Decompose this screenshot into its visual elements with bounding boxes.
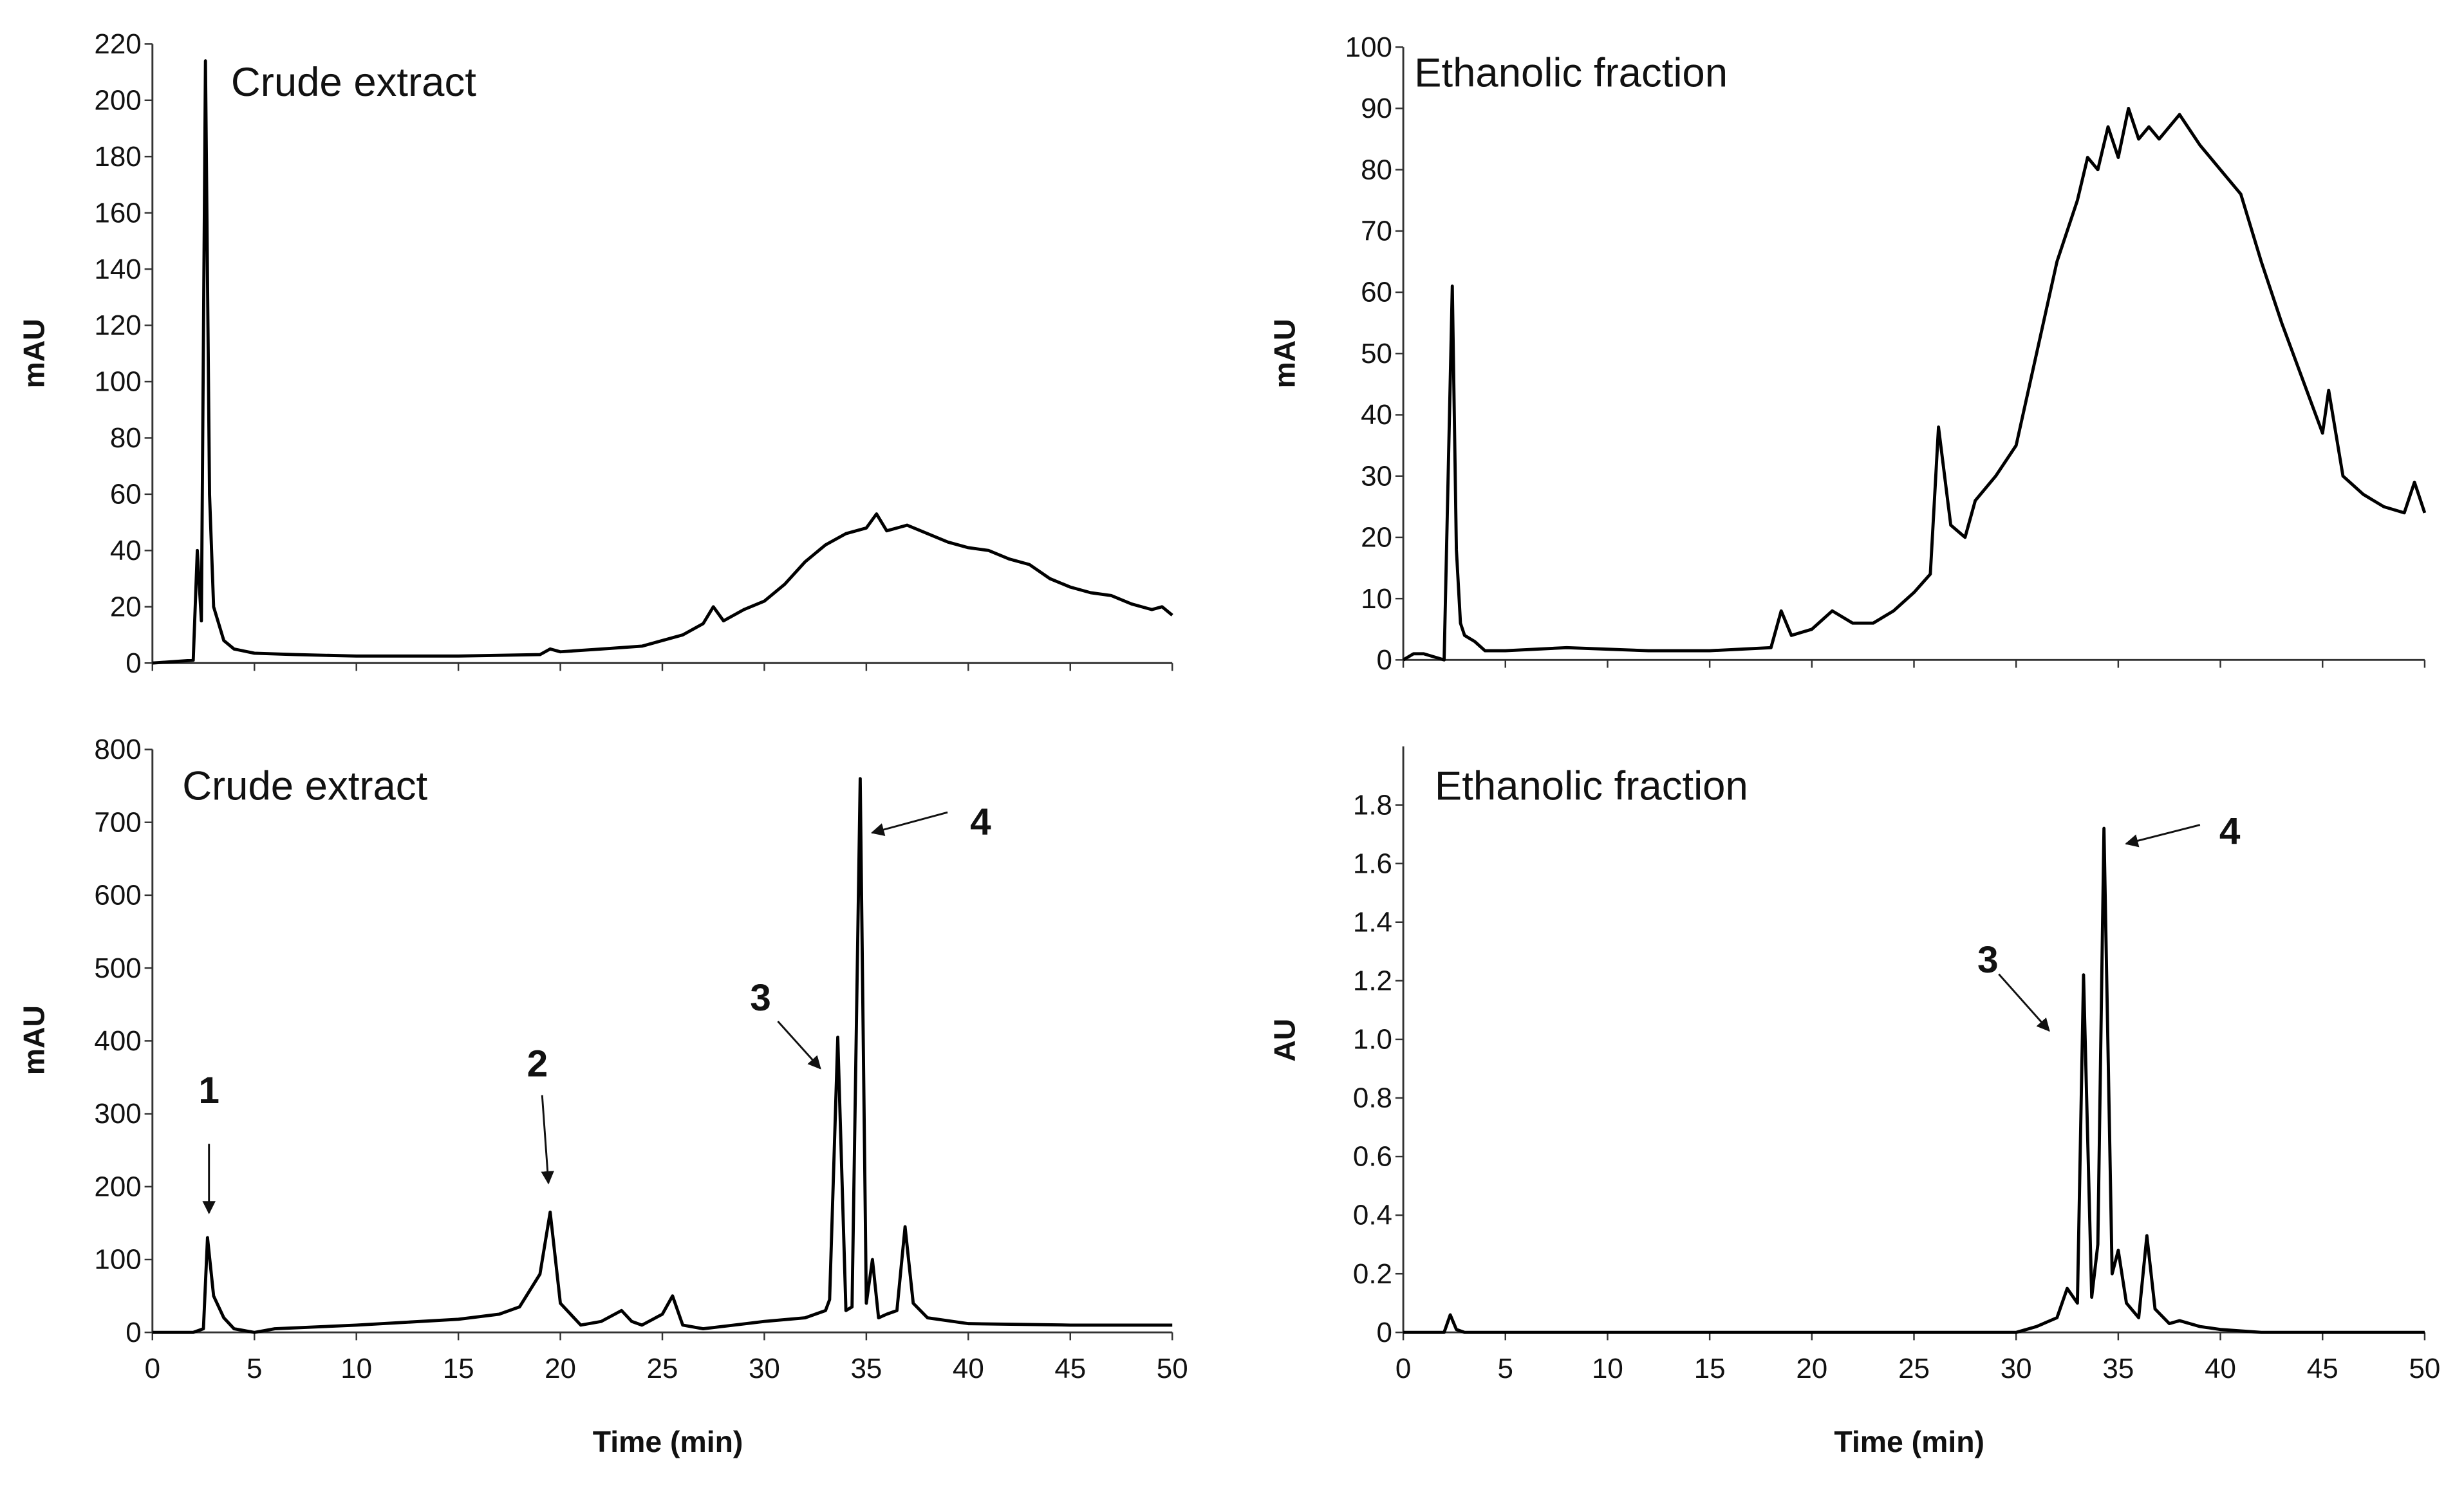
y-tick-label: 1.6 (1353, 848, 1392, 879)
y-tick-label: 200 (94, 1171, 141, 1202)
x-tick-label: 5 (1498, 1353, 1513, 1384)
y-tick-label: 120 (94, 310, 141, 341)
y-tick-label: 160 (94, 197, 141, 228)
peak-arrow (777, 1020, 821, 1070)
x-tick-label: 15 (1694, 1353, 1726, 1384)
chart-title: Ethanolic fraction (1435, 764, 1748, 809)
y-tick-label: 100 (94, 366, 141, 398)
y-tick-label: 70 (1361, 216, 1392, 247)
y-tick-label: 1.4 (1353, 906, 1392, 938)
x-axis-label: Time (min) (593, 1425, 743, 1458)
y-tick-label: 180 (94, 141, 141, 172)
x-tick-label: 30 (2001, 1353, 2032, 1384)
chromatogram-line (1403, 826, 2425, 1334)
chart-title: Crude extract (182, 764, 427, 809)
y-tick-label: 100 (94, 1244, 141, 1276)
y-tick-label: 20 (1361, 522, 1392, 553)
x-tick-label: 0 (1395, 1353, 1411, 1384)
y-tick-label: 800 (94, 734, 141, 765)
y-tick-label: 1.0 (1353, 1024, 1392, 1056)
y-tick-label: 20 (110, 591, 142, 622)
x-tick-label: 20 (545, 1353, 576, 1384)
chart-title: Ethanolic fraction (1414, 50, 1728, 95)
y-tick-label: 0.8 (1353, 1083, 1392, 1114)
chromatogram-line (152, 777, 1173, 1334)
x-tick-label: 5 (247, 1353, 262, 1384)
peak-label: 3 (1977, 939, 1999, 981)
x-axis-label: Time (min) (1834, 1425, 1984, 1458)
y-tick-label: 700 (94, 806, 141, 838)
peak-arrow (1998, 973, 2050, 1032)
x-tick-label: 40 (953, 1353, 984, 1384)
y-tick-label: 140 (94, 254, 141, 285)
x-tick-label: 10 (341, 1353, 372, 1384)
x-tick-label: 30 (749, 1353, 780, 1384)
x-tick-label: 35 (2102, 1353, 2134, 1384)
peak-label: 4 (970, 801, 991, 842)
y-tick-label: 400 (94, 1025, 141, 1057)
y-axis-label: AU (1268, 1019, 1302, 1062)
y-axis-label: mAU (1268, 319, 1302, 388)
peak-arrow (2125, 824, 2201, 848)
peak-label: 3 (750, 977, 771, 1019)
y-tick-label: 40 (1361, 399, 1392, 431)
y-tick-label: 0 (126, 1317, 141, 1348)
x-tick-label: 20 (1796, 1353, 1827, 1384)
y-tick-label: 90 (1361, 93, 1392, 124)
x-tick-label: 35 (850, 1353, 882, 1384)
x-tick-label: 25 (1898, 1353, 1930, 1384)
y-tick-label: 0.2 (1353, 1258, 1392, 1290)
y-tick-label: 50 (1361, 338, 1392, 369)
y-tick-label: 40 (110, 535, 142, 566)
chromatogram-line (152, 59, 1173, 665)
chromatogram-line (1402, 107, 2427, 662)
y-tick-label: 1.8 (1353, 789, 1392, 821)
y-tick-label: 0.6 (1353, 1141, 1392, 1173)
y-tick-label: 200 (94, 84, 141, 116)
y-tick-label: 500 (94, 953, 141, 984)
peak-label: 1 (198, 1070, 219, 1111)
peak-arrow (541, 1095, 554, 1185)
y-tick-label: 0 (1377, 644, 1392, 676)
x-tick-label: 45 (2307, 1353, 2338, 1384)
y-tick-label: 30 (1361, 460, 1392, 492)
y-tick-label: 80 (1361, 154, 1392, 185)
peak-label: 2 (527, 1043, 548, 1084)
peak-arrow (870, 811, 948, 836)
x-tick-label: 50 (1157, 1353, 1188, 1384)
y-tick-label: 0 (126, 647, 141, 679)
y-tick-label: 100 (1345, 32, 1392, 63)
y-tick-label: 60 (110, 479, 142, 510)
x-tick-label: 0 (145, 1353, 160, 1384)
x-tick-label: 25 (647, 1353, 678, 1384)
x-tick-label: 15 (443, 1353, 474, 1384)
x-tick-label: 10 (1592, 1353, 1623, 1384)
y-tick-label: 0.4 (1353, 1200, 1392, 1231)
y-tick-label: 220 (94, 28, 141, 60)
x-tick-label: 40 (2205, 1353, 2236, 1384)
y-tick-label: 60 (1361, 277, 1392, 308)
y-tick-label: 1.2 (1353, 965, 1392, 997)
x-tick-label: 50 (2409, 1353, 2440, 1384)
y-tick-label: 80 (110, 422, 142, 454)
y-tick-label: 600 (94, 880, 141, 911)
y-axis-label: mAU (17, 1005, 50, 1075)
y-tick-label: 0 (1377, 1317, 1392, 1348)
y-tick-label: 300 (94, 1098, 141, 1130)
chart-title: Crude extract (231, 60, 476, 105)
x-tick-label: 45 (1054, 1353, 1086, 1384)
peak-label: 4 (2219, 810, 2241, 852)
y-axis-label: mAU (17, 319, 50, 388)
y-tick-label: 10 (1361, 583, 1392, 615)
